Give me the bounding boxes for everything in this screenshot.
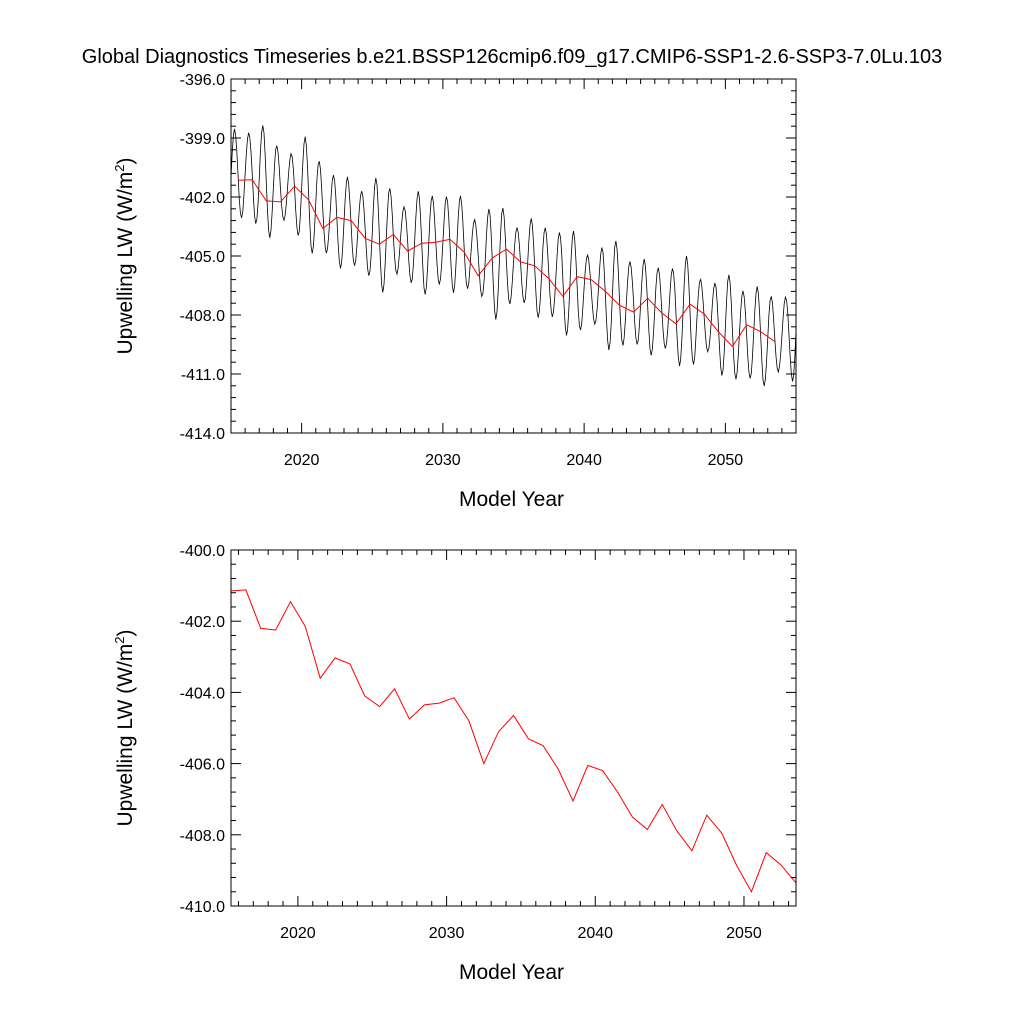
- x-tick-label: 2050: [708, 452, 744, 469]
- y-tick-label: -399.0: [180, 131, 225, 148]
- y-tick-label: -414.0: [180, 426, 225, 443]
- x-tick-label: 2020: [280, 925, 316, 942]
- annual-timeseries-panel: 2020 2030 2040 2050 -410.0 -408.0 -406.0 -404.0…: [112, 543, 797, 984]
- y-tick-label: -411.0: [181, 367, 225, 384]
- y-tick-label: -408.0: [180, 308, 225, 325]
- y-tick-label: -410.0: [180, 899, 225, 916]
- annual-mean-series-line: [238, 179, 776, 348]
- y-axis-label: Upwelling LW (W/m2): [112, 157, 137, 354]
- y-tick-label: -404.0: [180, 685, 225, 702]
- y-tick-label: -396.0: [180, 72, 225, 89]
- y-tick-label: -402.0: [180, 614, 225, 631]
- x-tick-label: 2050: [726, 925, 762, 942]
- x-axis-label: Model Year: [459, 961, 564, 984]
- monthly-timeseries-panel: 2020 2030 2040 2050 -414.0 -411.0 -408.0 -405.0…: [112, 72, 797, 511]
- annual-mean-series-line: [230, 589, 797, 893]
- y-axis-label: Upwelling LW (W/m2): [112, 629, 137, 826]
- y-tick-label: -408.0: [180, 828, 225, 845]
- y-tick-label: -400.0: [180, 543, 225, 560]
- x-tick-label: 2040: [577, 925, 613, 942]
- y-tick-label: -405.0: [180, 249, 225, 266]
- x-tick-label: 2030: [425, 452, 461, 469]
- plot-frame: [230, 549, 797, 907]
- y-tick-label: -406.0: [180, 757, 225, 774]
- x-tick-label: 2020: [284, 452, 320, 469]
- x-tick-label: 2040: [566, 452, 602, 469]
- x-axis-label: Model Year: [459, 488, 564, 511]
- x-tick-label: 2030: [429, 925, 465, 942]
- monthly-series-line: [230, 125, 797, 387]
- y-tick-label: -402.0: [180, 190, 225, 207]
- figure-title: Global Diagnostics Timeseries b.e21.BSSP…: [82, 46, 942, 68]
